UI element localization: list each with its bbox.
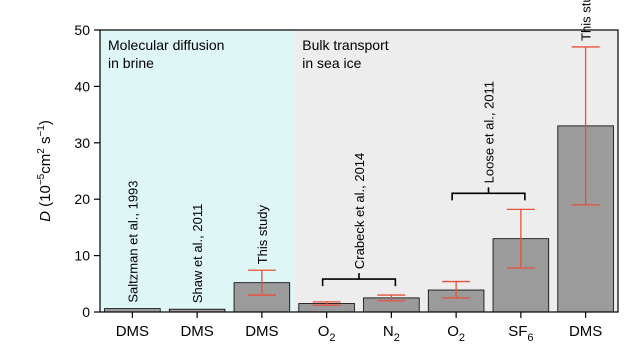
y-tick-label: 50 (74, 22, 90, 38)
plot-frame (99, 29, 619, 313)
y-axis-label-part: −5 (36, 173, 47, 185)
y-ticks: 0 10 20 30 40 50 (74, 22, 100, 320)
y-axis-label: D (10−5cm2 s−1) (36, 120, 54, 222)
citation-label: This study (579, 0, 594, 41)
x-ticks: DMS DMS DMS O2 N2 O2 SF6 DMS (116, 312, 602, 344)
y-axis-label-part: −1 (36, 125, 47, 137)
citation-label: Saltzman et al., 1993 (125, 180, 140, 302)
y-axis-label-part: 2 (36, 148, 47, 154)
region-label-line: in brine (108, 55, 154, 71)
y-tick-label: 20 (74, 191, 90, 207)
x-tick-label-base: DMS (116, 323, 149, 340)
y-tick-label: 30 (74, 135, 90, 151)
x-tick-label-base: SF (508, 323, 527, 340)
region-background-0 (100, 30, 295, 312)
citation-bracket (321, 273, 397, 287)
region-label-line: Molecular diffusion (108, 37, 224, 53)
x-tick-label-base: N (383, 323, 394, 340)
region-label-line: Bulk transport (302, 37, 388, 53)
y-axis-label-part: s (37, 137, 54, 149)
x-tick-label-subscript: 6 (527, 332, 533, 344)
annotations: Saltzman et al., 1993 Shaw et al., 2011 Th… (125, 0, 593, 303)
citation-label: Crabeck et al., 2014 (352, 153, 367, 269)
y-axis-label-part: D (37, 211, 54, 222)
error-bars (247, 46, 600, 306)
x-tick-label: DMS (569, 323, 602, 340)
y-tick-label: 40 (74, 78, 90, 94)
x-tick-label-base: O (318, 323, 330, 340)
x-tick-label-subscript: 2 (394, 332, 400, 344)
y-axis-label-part: ) (37, 120, 54, 125)
region-label-0: Molecular diffusion in brine (108, 37, 224, 71)
y-axis-label-part: (10 (37, 185, 54, 211)
x-tick-label: DMS (180, 323, 213, 340)
x-tick-label: SF6 (508, 323, 533, 344)
region-label-line: in sea ice (302, 55, 361, 71)
y-tick-label: 10 (74, 248, 90, 264)
x-tick-label-base: O (447, 323, 459, 340)
region-labels: Molecular diffusion in brine Bulk transpor… (108, 37, 389, 71)
region-label-1: Bulk transport in sea ice (302, 37, 388, 71)
x-tick-label: DMS (116, 323, 149, 340)
citation-bracket (451, 187, 526, 201)
y-axis-label-part: cm (37, 154, 54, 174)
axes (99, 29, 619, 313)
citation-label: Loose et al., 2011 (482, 81, 497, 183)
x-tick-label: N2 (383, 323, 400, 344)
x-tick-label-subscript: 2 (329, 332, 335, 344)
x-tick-label: O2 (318, 323, 336, 344)
citation-label: Shaw et al., 2011 (190, 204, 205, 304)
x-tick-label-base: DMS (569, 323, 602, 340)
citation-label: This study (255, 205, 270, 265)
x-tick-label: DMS (245, 323, 278, 340)
x-tick-label-base: DMS (180, 323, 213, 340)
x-tick-label: O2 (447, 323, 465, 344)
x-tick-label-base: DMS (245, 323, 278, 340)
x-tick-label-subscript: 2 (459, 332, 465, 344)
y-tick-label: 0 (82, 304, 90, 320)
